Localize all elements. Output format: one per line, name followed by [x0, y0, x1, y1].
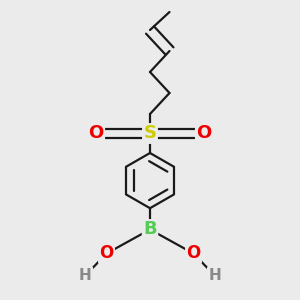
Text: H: H: [208, 268, 221, 283]
Text: O: O: [196, 124, 211, 142]
Text: O: O: [88, 124, 104, 142]
Text: O: O: [99, 244, 114, 262]
Text: H: H: [79, 268, 92, 283]
Text: S: S: [143, 124, 157, 142]
Text: O: O: [186, 244, 201, 262]
Text: B: B: [143, 220, 157, 238]
